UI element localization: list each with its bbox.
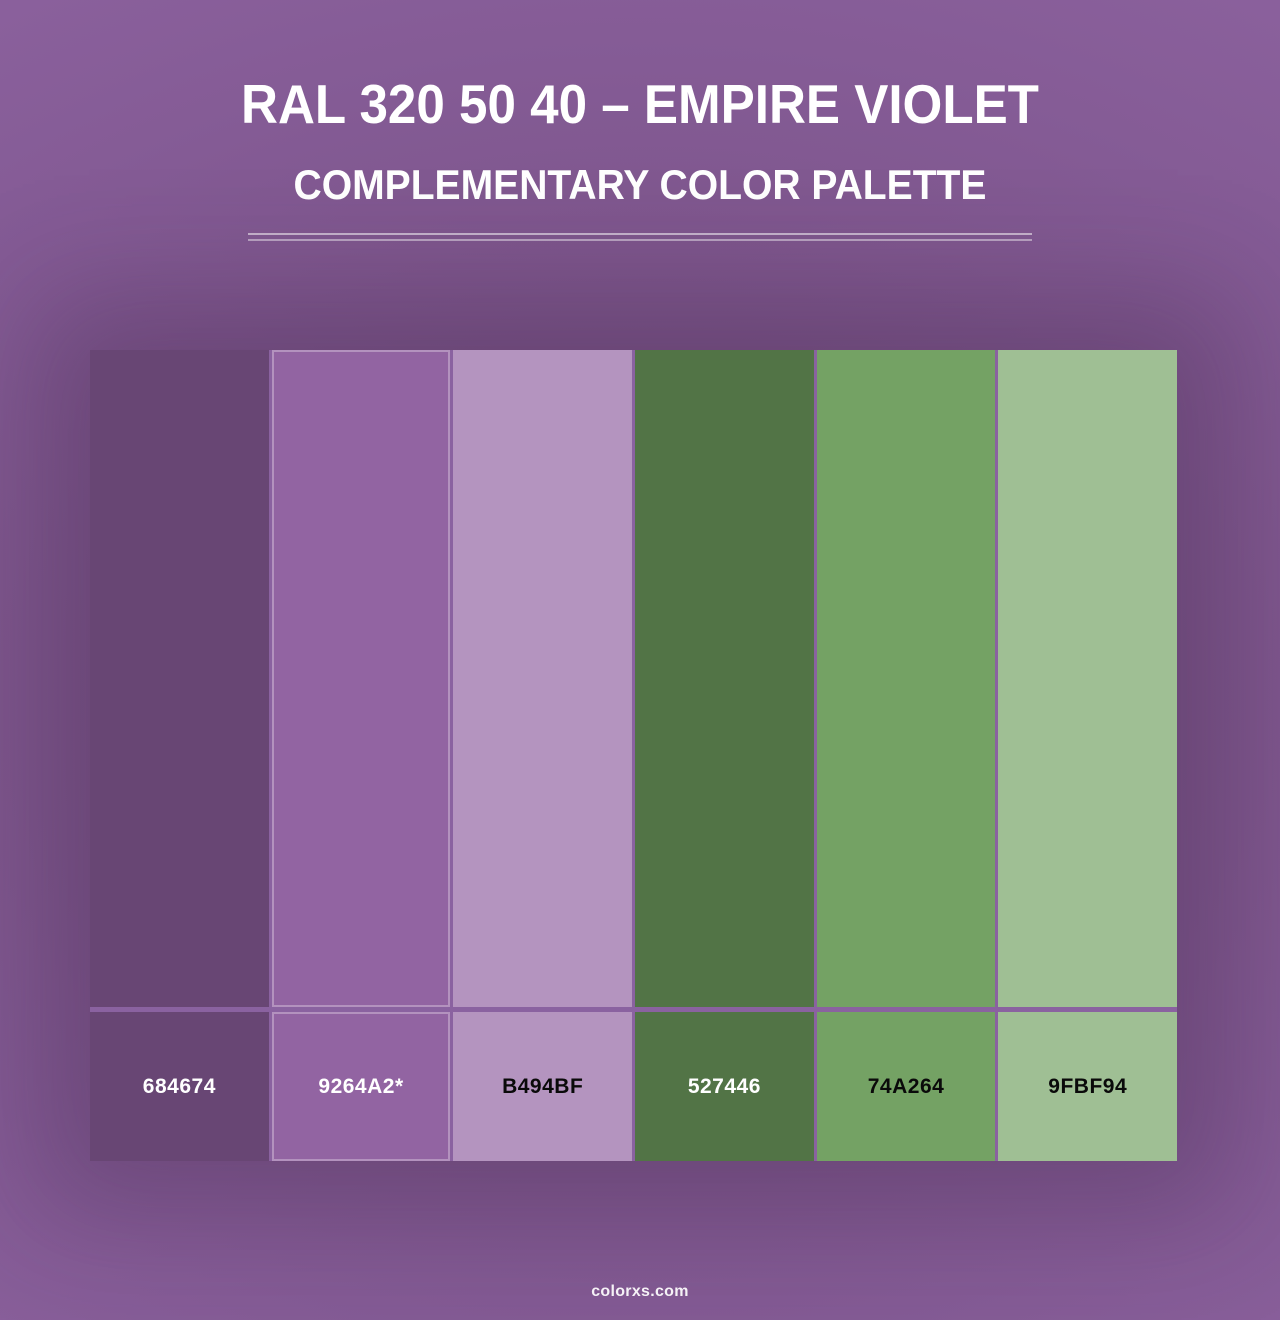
color-swatch <box>998 350 1178 1007</box>
swatch-column-4: 527446 <box>635 350 814 1161</box>
watermark-text: colorxs.com <box>591 1283 689 1300</box>
color-swatch-label-tile: B494BF <box>453 1012 633 1161</box>
color-swatch <box>635 350 814 1007</box>
color-swatch-label-tile: 527446 <box>635 1012 814 1161</box>
hex-code: B494BF <box>502 1074 584 1098</box>
color-swatch <box>453 350 633 1007</box>
double-line-divider <box>248 233 1032 241</box>
hex-code: 9FBF94 <box>1048 1074 1128 1098</box>
color-swatch-main <box>271 350 451 1007</box>
color-swatch-label-tile: 684674 <box>90 1012 269 1161</box>
swatch-column-2: 9264A2* <box>271 350 451 1161</box>
page-subtitle: COMPLEMENTARY COLOR PALETTE <box>293 161 987 208</box>
color-swatch-label-tile: 9264A2* <box>271 1012 451 1161</box>
color-swatch <box>90 350 269 1007</box>
swatch-column-3: B494BF <box>453 350 633 1161</box>
page-header: RAL 320 50 40 – EMPIRE VIOLET COMPLEMENT… <box>0 0 1280 241</box>
hex-code: 527446 <box>687 1074 761 1098</box>
color-swatch <box>816 350 996 1007</box>
page-title: RAL 320 50 40 – EMPIRE VIOLET <box>241 73 1039 135</box>
hex-code: 74A264 <box>867 1074 945 1098</box>
color-swatch-label-tile: 74A264 <box>816 1012 996 1161</box>
swatch-column-6: 9FBF94 <box>998 350 1178 1161</box>
swatch-column-1: 684674 <box>90 350 269 1161</box>
hex-code: 684674 <box>142 1074 216 1098</box>
color-swatch-label-tile: 9FBF94 <box>998 1012 1178 1161</box>
color-palette: 684674 9264A2* B494BF 527446 74A264 9FBF… <box>90 350 1178 1161</box>
hex-code: 9264A2* <box>318 1074 404 1098</box>
swatch-column-5: 74A264 <box>816 350 996 1161</box>
